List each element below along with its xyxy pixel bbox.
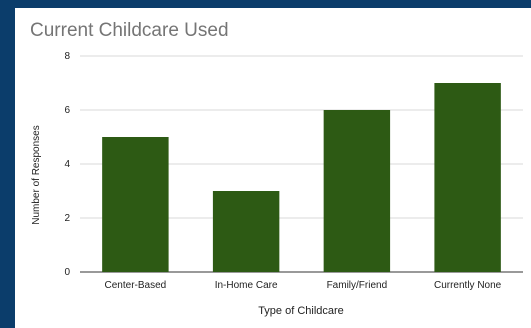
x-tick-label: Family/Friend [327, 280, 388, 291]
x-axis-label: Type of Childcare [258, 305, 344, 317]
y-tick-label: 8 [64, 51, 70, 62]
x-tick-labels: Center-Based In-Home Care Family/Friend Cur… [105, 280, 502, 291]
bar-chart: 0 2 4 6 8 Center-Based In-Home Care Family/Fri… [31, 51, 523, 317]
y-tick-label: 4 [64, 159, 70, 170]
chart-card: Current Childcare Used 0 2 4 6 8 Center-Base… [15, 8, 531, 328]
bar-in-home-care [212, 191, 280, 272]
y-tick-label: 0 [64, 267, 70, 278]
bar-family-friend [323, 110, 391, 272]
x-tick-label: Currently None [434, 280, 502, 291]
bars [102, 83, 501, 272]
x-tick-label: In-Home Care [215, 280, 278, 291]
bar-center-based [102, 137, 169, 272]
y-tick-label: 6 [64, 105, 70, 116]
y-tick-label: 2 [64, 213, 70, 224]
y-axis-label: Number of Responses [31, 125, 42, 225]
chart-title: Current Childcare Used [30, 20, 229, 41]
x-tick-label: Center-Based [105, 280, 167, 291]
y-tick-labels: 0 2 4 6 8 [64, 51, 70, 278]
bar-currently-none [434, 83, 501, 272]
